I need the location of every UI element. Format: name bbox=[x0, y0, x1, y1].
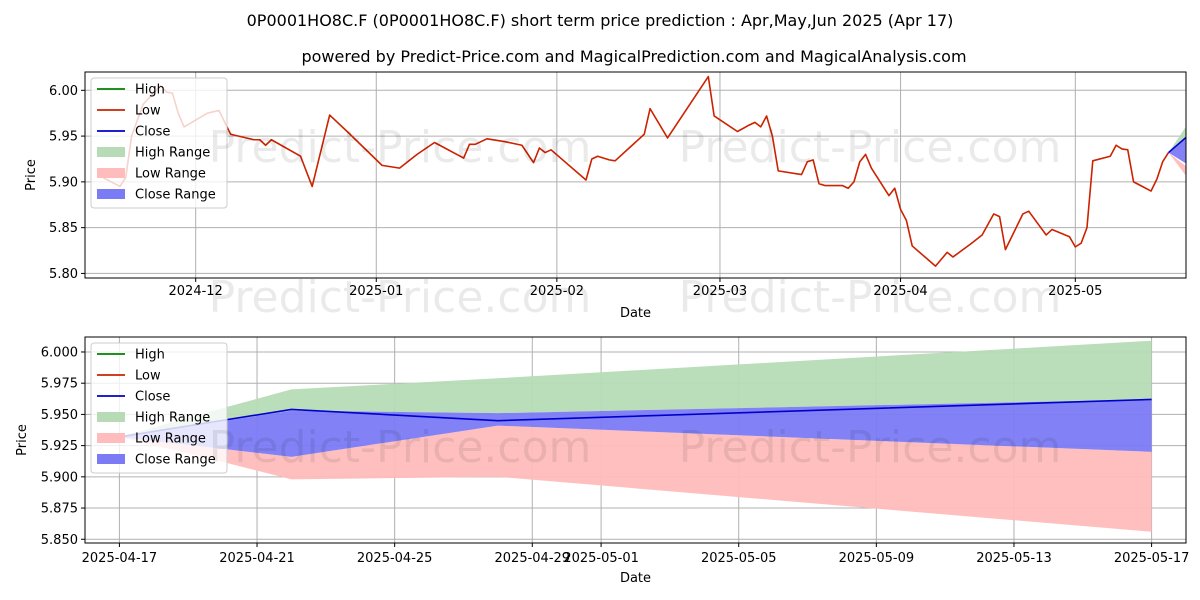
top-legend-label: Close Range bbox=[135, 188, 216, 203]
bottom-legend-label: Low Range bbox=[135, 432, 206, 447]
bottom-x-axis-label: Date bbox=[620, 571, 651, 586]
bottom-x-tick-label: 2025-05-05 bbox=[701, 551, 777, 566]
top-x-tick-label: 2025-01 bbox=[349, 284, 403, 299]
top-x-axis-label: Date bbox=[620, 306, 651, 321]
chart-title: 0P0001HO8C.F (0P0001HO8C.F) short term p… bbox=[247, 11, 954, 30]
bottom-legend: High Low Close High Range Low Range Close Ran… bbox=[90, 342, 228, 474]
top-x-tick-label: 2025-05 bbox=[1048, 284, 1102, 299]
bottom-legend-label: Close bbox=[135, 390, 170, 405]
top-y-tick-label: 5.80 bbox=[49, 267, 78, 282]
bottom-panel: 2025-04-17 2025-04-21 2025-04-25 2025-04-29… bbox=[15, 336, 1190, 586]
top-legend-swatch bbox=[97, 147, 125, 157]
top-legend-label: Low Range bbox=[135, 167, 206, 182]
bottom-x-tick-label: 2025-05-01 bbox=[563, 551, 639, 566]
chart-subtitle: powered by Predict-Price.com and Magical… bbox=[301, 47, 966, 66]
top-x-tick-label: 2025-03 bbox=[693, 284, 747, 299]
watermark-text: Predict-Price.com bbox=[209, 422, 592, 473]
top-legend-swatch bbox=[97, 168, 125, 178]
bottom-y-tick-label: 5.875 bbox=[41, 502, 78, 517]
top-close-line bbox=[1168, 136, 1186, 154]
bottom-y-tick-label: 5.925 bbox=[41, 439, 78, 454]
bottom-axes-frame bbox=[84, 336, 1187, 544]
top-legend-label: High bbox=[135, 83, 165, 98]
bottom-x-tick-label: 2025-05-09 bbox=[839, 551, 915, 566]
bottom-x-tick-label: 2025-04-29 bbox=[495, 551, 571, 566]
bottom-legend-swatch bbox=[97, 433, 125, 443]
bottom-legend-swatch bbox=[97, 412, 125, 422]
top-high-range-area bbox=[1168, 126, 1186, 153]
top-x-tick-label: 2024-12 bbox=[169, 284, 223, 299]
top-close-range-area bbox=[1168, 138, 1186, 164]
bottom-x-tick-label: 2025-04-21 bbox=[219, 551, 295, 566]
top-x-tick-label: 2025-02 bbox=[530, 284, 584, 299]
bottom-low-range-area bbox=[119, 425, 1152, 532]
bottom-y-tick-label: 5.950 bbox=[41, 408, 78, 423]
bottom-legend-label: High Range bbox=[135, 411, 210, 426]
top-axes-frame bbox=[84, 71, 1187, 279]
bottom-legend-label: High bbox=[135, 348, 165, 363]
bottom-high-range-area bbox=[119, 340, 1152, 437]
bottom-y-tick-label: 5.850 bbox=[41, 533, 78, 548]
top-legend: High Low Close High Range Low Range Close Ran… bbox=[90, 77, 228, 209]
top-legend-label: Close bbox=[135, 125, 170, 140]
bottom-legend-swatch bbox=[97, 454, 125, 464]
bottom-x-tick-label: 2025-05-13 bbox=[976, 551, 1052, 566]
top-y-tick-label: 5.90 bbox=[49, 175, 78, 190]
top-low-range-area bbox=[1168, 152, 1186, 176]
top-y-tick-label: 5.85 bbox=[49, 221, 78, 236]
top-y-tick-label: 5.95 bbox=[49, 130, 78, 145]
top-plot-area bbox=[102, 75, 1186, 267]
bottom-y-axis-label: Price bbox=[15, 424, 30, 456]
bottom-legend-label: Low bbox=[135, 369, 161, 384]
top-legend-label: Low bbox=[135, 104, 161, 119]
bottom-x-tick-label: 2025-04-17 bbox=[82, 551, 158, 566]
top-panel: 2024-12 2025-01 2025-02 2025-03 2025-04 2025-… bbox=[24, 71, 1187, 321]
watermark-text: Predict-Price.com bbox=[679, 272, 1062, 323]
bottom-x-tick-label: 2025-04-25 bbox=[357, 551, 433, 566]
top-legend-swatch bbox=[97, 189, 125, 199]
watermark-text: Predict-Price.com bbox=[679, 122, 1062, 173]
top-y-axis-label: Price bbox=[24, 159, 39, 191]
bottom-y-tick-label: 5.975 bbox=[41, 377, 78, 392]
top-y-tick-label: 6.00 bbox=[49, 84, 78, 99]
top-grid bbox=[85, 72, 1186, 278]
bottom-y-tick-label: 6.000 bbox=[41, 345, 78, 360]
watermark-text: Predict-Price.com bbox=[209, 272, 592, 323]
bottom-y-tick-label: 5.900 bbox=[41, 470, 78, 485]
watermark-text: Predict-Price.com bbox=[209, 122, 592, 173]
top-legend-label: High Range bbox=[135, 146, 210, 161]
bottom-legend-label: Close Range bbox=[135, 453, 216, 468]
bottom-plot-area bbox=[119, 340, 1152, 532]
watermark-text: Predict-Price.com bbox=[679, 422, 1062, 473]
bottom-x-tick-label: 2025-05-17 bbox=[1114, 551, 1190, 566]
top-x-tick-label: 2025-04 bbox=[873, 284, 927, 299]
